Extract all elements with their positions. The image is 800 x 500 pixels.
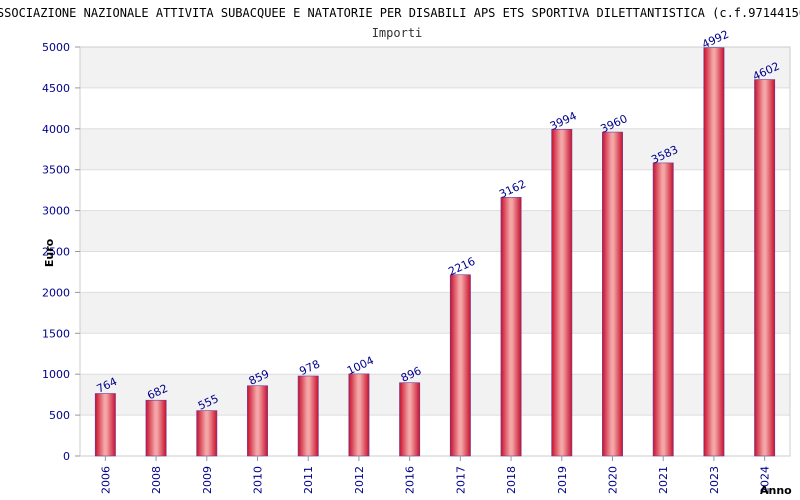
x-tick-label: 2023: [708, 466, 721, 494]
x-tick-label: 2010: [252, 466, 265, 494]
y-axis-title: Euro: [43, 238, 56, 267]
y-axis-ticks: 0 500 1000 1500 2000 2500 3000 3500 4000 4500 5000: [42, 41, 80, 463]
plot-band: [80, 251, 790, 293]
y-tick-label: 1500: [42, 327, 70, 340]
bar: [602, 131, 623, 457]
x-axis-title: Anno: [760, 484, 792, 497]
x-tick-label: 2019: [556, 466, 569, 494]
bar: [500, 197, 522, 457]
y-tick-label: 500: [49, 409, 70, 422]
bars: [94, 47, 776, 457]
y-tick-label: 2500: [42, 246, 70, 259]
plot-band: [80, 87, 790, 129]
plot-band: [80, 169, 790, 211]
plot-band: [80, 210, 790, 252]
y-tick-label: 3500: [42, 164, 70, 177]
plot-band: [80, 374, 790, 416]
bar: [399, 382, 421, 457]
bar: [449, 274, 471, 457]
y-tick-label: 3000: [42, 205, 70, 218]
bar: [145, 399, 167, 457]
plot-band: [80, 415, 790, 456]
plot-band: [80, 292, 790, 334]
bar: [196, 410, 218, 457]
x-tick-label: 2020: [607, 466, 620, 494]
chart-title: ND ASSOCIAZIONE NAZIONALE ATTIVITA SUBAC…: [0, 6, 800, 20]
plot-band: [80, 47, 790, 88]
x-tick-label: 2017: [454, 466, 467, 494]
bar: [652, 162, 674, 457]
bar: [703, 47, 725, 457]
bar: [247, 385, 268, 457]
plot-band: [80, 333, 790, 375]
bar: [348, 373, 370, 457]
x-tick-label: 2008: [150, 466, 163, 494]
x-tick-label: 2012: [353, 466, 366, 494]
y-tick-label: 5000: [42, 41, 70, 54]
y-tick-label: 0: [63, 450, 70, 463]
bar: [94, 393, 116, 457]
x-tick-label: 2009: [201, 466, 214, 494]
bar: [754, 79, 776, 457]
y-tick-label: 4000: [42, 123, 70, 136]
bar: [297, 375, 319, 457]
x-tick-label: 2024: [759, 466, 772, 494]
chart-subtitle: Importi: [372, 26, 423, 40]
x-tick-label: 2018: [505, 466, 518, 494]
plot-band: [80, 128, 790, 170]
y-tick-label: 1000: [42, 368, 70, 381]
x-tick-label: 2021: [657, 466, 670, 494]
y-tick-label: 4500: [42, 82, 70, 95]
x-tick-label: 2016: [404, 466, 417, 494]
bar: [551, 128, 573, 457]
y-tick-label: 2000: [42, 286, 70, 299]
x-axis-ticks: 2006 2008 2009 2010 2011 2012 2016 2017 2018 2019…: [99, 456, 772, 494]
x-tick-label: 2006: [99, 466, 112, 494]
x-tick-label: 2011: [302, 466, 315, 494]
